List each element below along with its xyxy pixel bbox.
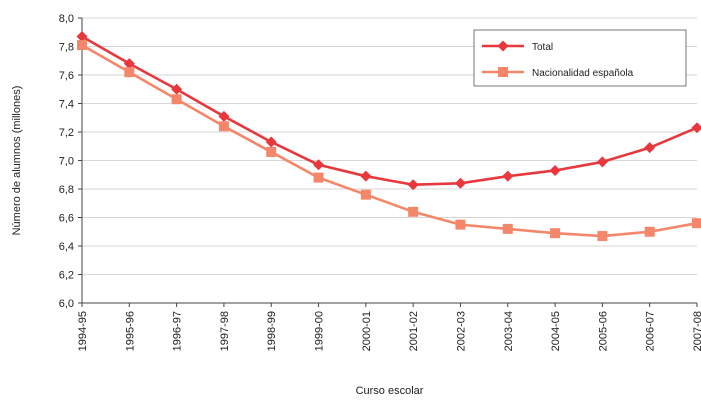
y-tick-label: 7,0: [59, 156, 74, 168]
data-point-square: [692, 218, 701, 229]
data-point-diamond: [691, 122, 701, 134]
x-tick-label: 1997-98: [219, 311, 231, 351]
data-point-square: [124, 67, 135, 78]
x-tick-label: 2007-08: [692, 311, 701, 351]
x-tick-label: 2003-04: [503, 311, 515, 351]
y-tick-label: 8,0: [59, 13, 74, 25]
y-axis-title: Número de alumnos (millones): [11, 86, 23, 236]
y-tick-label: 6,8: [59, 184, 74, 196]
data-point-square: [498, 67, 508, 77]
legend-label: Nacionalidad española: [532, 68, 634, 79]
data-point-diamond: [454, 177, 466, 189]
data-point-square: [408, 206, 419, 217]
data-point-diamond: [218, 110, 230, 122]
data-point-diamond: [171, 83, 183, 95]
x-tick-label: 2000-01: [361, 311, 373, 351]
data-point-diamond: [265, 136, 277, 148]
data-point-diamond: [123, 58, 135, 70]
y-tick-label: 6,4: [59, 241, 74, 253]
x-tick-label: 1994-95: [77, 311, 89, 351]
data-point-diamond: [497, 40, 509, 52]
axes-layer: 6,0 6,2 6,4 6,6 6,8 7,0 7,2 7,4 7,6 7,8 8,0 1994-95…: [59, 13, 701, 351]
y-tick-label: 7,6: [59, 70, 74, 82]
data-point-diamond: [502, 170, 514, 182]
y-tick-label: 7,2: [59, 127, 74, 139]
legend-label: Total: [532, 42, 553, 53]
x-tick-label: 1998-99: [266, 311, 278, 351]
y-tick-label: 6,6: [59, 213, 74, 225]
series-layer: [76, 31, 701, 242]
data-point-diamond: [407, 179, 419, 191]
x-tick-label: 2006-07: [645, 311, 657, 351]
y-tick-label: 7,4: [59, 99, 74, 111]
data-point-square: [502, 223, 513, 234]
x-tick-label: 1999-00: [314, 311, 326, 351]
legend-box: [473, 29, 687, 87]
data-point-square: [360, 189, 371, 200]
data-point-square: [644, 226, 655, 237]
data-point-square: [77, 40, 87, 51]
x-tick-label: 1995-96: [124, 311, 136, 351]
data-point-diamond: [549, 164, 561, 176]
x-tick-label: 2001-02: [408, 311, 420, 351]
data-point-diamond: [596, 156, 608, 168]
x-tick-label: 1996-97: [172, 311, 184, 351]
data-point-diamond: [313, 159, 325, 171]
y-tick-label: 6,2: [59, 270, 74, 282]
legend: Total Nacionalidad española: [473, 29, 687, 87]
data-point-square: [171, 94, 182, 105]
data-point-diamond: [644, 142, 656, 154]
y-tick-label: 7,8: [59, 42, 74, 54]
x-axis-title: Curso escolar: [356, 385, 424, 397]
x-tick-label: 2002-03: [455, 311, 467, 351]
x-tick-label: 2005-06: [597, 311, 609, 351]
data-point-square: [218, 121, 229, 132]
data-point-square: [550, 228, 561, 239]
series-line-2: [81, 43, 698, 238]
data-point-square: [313, 172, 324, 183]
x-tick-label: 2004-05: [550, 311, 562, 351]
data-point-square: [597, 231, 608, 242]
y-tick-label: 6,0: [59, 298, 74, 310]
data-point-square: [455, 219, 466, 230]
series-line-1: [81, 35, 698, 187]
data-point-diamond: [76, 31, 88, 43]
data-point-square: [266, 146, 277, 157]
data-point-diamond: [360, 170, 372, 182]
